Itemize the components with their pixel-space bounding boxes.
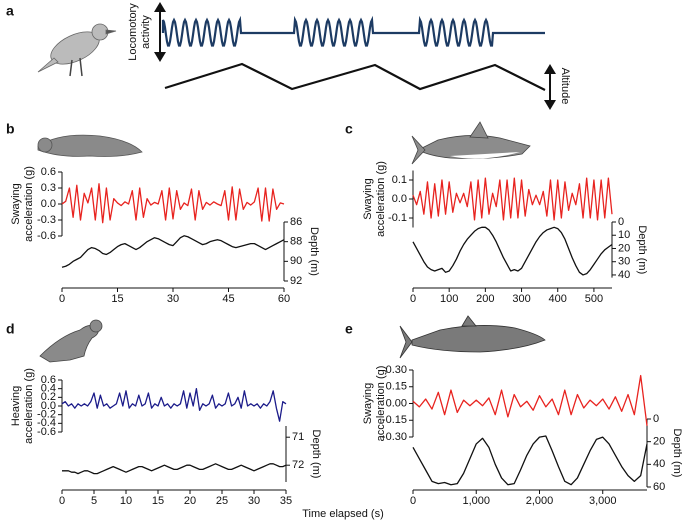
y2-tick-label: 90	[290, 255, 302, 267]
y-tick-label: 0.0	[392, 193, 407, 205]
x-tick-label: 35	[280, 495, 292, 507]
y-tick-label: -0.15	[382, 414, 407, 426]
y2-axis-title: Depth (m)	[671, 429, 683, 478]
x-tick-label: 45	[222, 293, 234, 305]
y-axis-title: acceleration (g)	[23, 368, 35, 444]
x-tick-label: 0	[59, 495, 65, 507]
y2-tick-label: 88	[290, 236, 302, 248]
x-tick-label: 3,000	[589, 495, 617, 507]
y-tick-label: 0.1	[392, 174, 407, 186]
activity-label: Locomotory	[127, 3, 139, 61]
y-tick-label: -0.1	[388, 212, 407, 224]
acceleration-line	[412, 374, 648, 426]
y-axis-title: Swaying	[362, 178, 374, 220]
y-axis-title: acceleration (g)	[375, 366, 387, 442]
x-tick-label: 200	[476, 293, 494, 305]
whale-shark-icon	[399, 315, 546, 359]
y-tick-label: -0.30	[382, 431, 407, 443]
x-tick-label: 2,000	[526, 495, 554, 507]
y2-tick-label: 72	[292, 459, 304, 471]
x-tick-label: 1,000	[462, 495, 490, 507]
x-tick-label: 15	[111, 293, 123, 305]
x-tick-label: 0	[410, 495, 416, 507]
panel-label: e	[345, 321, 353, 337]
y-tick-label: 0.4	[41, 383, 56, 395]
y2-tick-label: 86	[290, 216, 302, 228]
y2-tick-label: 10	[618, 229, 630, 241]
seal-icon	[37, 134, 143, 157]
activity-schematic	[161, 15, 545, 47]
y-tick-label: 0.3	[41, 182, 56, 194]
x-tick-label: 400	[549, 293, 567, 305]
altitude-schematic	[164, 62, 546, 91]
panel-label: d	[6, 321, 15, 337]
depth-line	[412, 435, 648, 486]
y2-tick-label: 0	[653, 413, 659, 425]
y-tick-label: 0.6	[41, 166, 56, 178]
x-tick-label: 15	[152, 495, 164, 507]
y-tick-label: -0.6	[37, 230, 56, 242]
x-tick-label: 100	[440, 293, 458, 305]
x-tick-label: 500	[585, 293, 603, 305]
y2-tick-label: 30	[618, 256, 630, 268]
acceleration-line	[412, 177, 613, 221]
x-tick-label: 30	[248, 495, 260, 507]
activity-label: activity	[140, 15, 152, 49]
x-tick-label: 10	[120, 495, 132, 507]
y-axis-title: acceleration (g)	[23, 166, 35, 242]
x-tick-label: 5	[91, 495, 97, 507]
depth-line	[412, 226, 613, 276]
y-tick-label: -0.4	[37, 417, 56, 429]
y2-axis-title: Depth (m)	[308, 227, 320, 276]
x-tick-label: 20	[184, 495, 196, 507]
x-tick-label: 25	[216, 495, 228, 507]
y-tick-label: 0.30	[386, 364, 407, 376]
y2-tick-label: 92	[290, 275, 302, 287]
x-tick-label: 60	[278, 293, 290, 305]
depth-line	[61, 235, 285, 268]
depth-line	[62, 463, 287, 475]
acceleration-line	[61, 183, 285, 224]
y2-tick-label: 20	[618, 242, 630, 254]
x-axis-title: Time elapsed (s)	[302, 508, 384, 520]
y2-tick-label: 60	[653, 481, 665, 493]
y-tick-label: -0.3	[37, 214, 56, 226]
y-tick-label: 0.2	[41, 391, 56, 403]
x-tick-label: 0	[59, 293, 65, 305]
y2-axis-title: Depth (m)	[310, 430, 322, 479]
y-tick-label: 0.0	[41, 400, 56, 412]
shark-icon	[411, 121, 531, 165]
y2-tick-label: 40	[653, 458, 665, 470]
altitude-label: Altitude	[559, 68, 571, 105]
x-tick-label: 300	[512, 293, 530, 305]
y2-axis-title: Depth (m)	[636, 225, 648, 274]
y2-tick-label: 40	[618, 269, 630, 281]
panel-label: c	[345, 121, 353, 137]
panel-label: a	[6, 3, 14, 19]
arrow	[154, 2, 556, 110]
y-axis-title: Heaving	[10, 386, 22, 426]
y-tick-label: 0.00	[386, 397, 407, 409]
sea-lion-icon	[39, 319, 103, 363]
y2-tick-label: 0	[618, 216, 624, 228]
bird-icon	[37, 23, 117, 77]
x-tick-label: 0	[410, 293, 416, 305]
y-axis-title: acceleration (g)	[375, 161, 387, 237]
x-tick-label: 30	[167, 293, 179, 305]
y-tick-label: -0.2	[37, 409, 56, 421]
y-tick-label: -0.6	[37, 426, 56, 438]
y-tick-label: 0.15	[386, 381, 407, 393]
panel-label: b	[6, 121, 15, 137]
y-axis-title: Swaying	[10, 183, 22, 225]
y-tick-label: 0.6	[41, 374, 56, 386]
y-axis-title: Swaying	[362, 383, 374, 425]
y2-tick-label: 20	[653, 436, 665, 448]
y2-tick-label: 71	[292, 431, 304, 443]
y-tick-label: 0.0	[41, 198, 56, 210]
acceleration-line	[61, 388, 287, 422]
